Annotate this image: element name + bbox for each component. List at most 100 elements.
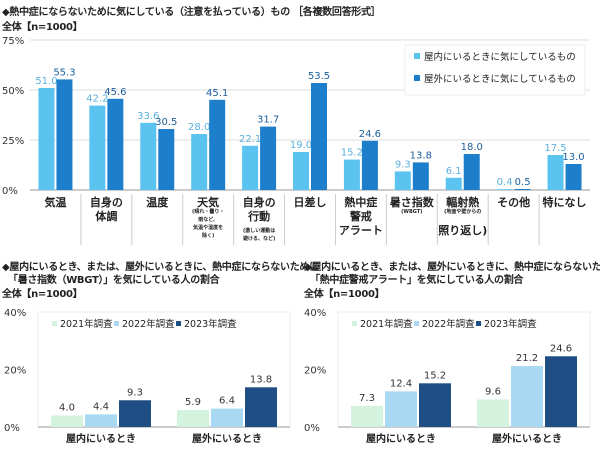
data-label: 55.3: [53, 67, 75, 78]
y-tick-label: 0%: [304, 423, 320, 434]
legend-box: [404, 44, 586, 96]
data-label: 6.1: [446, 166, 462, 177]
bar: [311, 83, 327, 190]
bar: [477, 399, 509, 427]
data-label: 21.2: [516, 353, 538, 364]
bar: [565, 164, 582, 190]
category-label: 雨など、: [198, 216, 218, 223]
bar: [51, 415, 83, 427]
legend-swatch: [414, 321, 419, 326]
legend-label: 2023年調査: [184, 318, 237, 330]
data-label: 45.1: [206, 88, 228, 99]
data-label: 9.3: [395, 159, 411, 170]
chart3-title: ◆屋内にいるとき、または、屋外にいるときに、熱中症にならないために: [304, 262, 600, 273]
bar: [119, 400, 151, 427]
bar: [547, 155, 564, 190]
category-label: 除く): [202, 232, 214, 239]
data-label: 19.0: [290, 140, 312, 151]
legend-label: 2023年調査: [484, 318, 537, 330]
data-label: 13.8: [250, 374, 272, 385]
category-label: 屋外にいるとき: [492, 432, 562, 445]
category-label: 行動: [247, 209, 270, 223]
data-label: 13.8: [410, 150, 432, 161]
data-label: 9.6: [485, 386, 501, 397]
bar: [351, 406, 383, 427]
category-label: 屋内にいるとき: [66, 432, 136, 445]
bar: [445, 177, 462, 190]
y-tick-label: 20%: [4, 366, 26, 377]
legend-label: 2022年調査: [422, 318, 475, 330]
bar: [394, 171, 411, 190]
bar: [260, 126, 277, 190]
category-label: 照り返し): [438, 223, 487, 237]
data-label: 0.4: [497, 177, 513, 188]
bar: [419, 383, 451, 427]
category-label: アラート: [339, 224, 383, 237]
bar: [140, 122, 157, 190]
bar: [38, 88, 55, 190]
bar: [343, 159, 360, 190]
y-tick-label: 40%: [304, 308, 326, 319]
category-label: (地面や壁からの: [444, 208, 481, 215]
data-label: 0.5: [515, 177, 531, 188]
category-label: 天気: [197, 195, 219, 209]
chart3-subtitle: 全体【n=1000】: [304, 289, 385, 300]
data-label: 51.0: [35, 76, 57, 87]
bar: [361, 140, 378, 190]
bar: [56, 79, 73, 190]
category-label: 温度: [146, 195, 169, 209]
bar: [211, 408, 243, 427]
bar: [514, 189, 531, 190]
bar: [89, 105, 106, 190]
category-label: 屋内にいるとき: [366, 432, 436, 445]
category-label: (激しい運動は: [243, 227, 275, 234]
legend-swatch: [352, 321, 357, 326]
category-label: 熱中症: [344, 195, 377, 209]
category-label: (晴れ・曇り・: [192, 208, 224, 215]
data-label: 4.4: [93, 401, 109, 412]
legend-swatch: [414, 53, 420, 59]
data-label: 24.6: [550, 343, 572, 354]
chart-subtitle: 全体【n=1000】: [2, 22, 83, 33]
bar: [177, 410, 209, 427]
category-label: 自身の: [243, 195, 276, 209]
category-label: 暑さ指数: [390, 195, 435, 209]
category-label: 自身の: [90, 195, 123, 209]
data-label: 45.6: [104, 87, 126, 98]
category-label: (WBGT): [401, 209, 422, 215]
data-label: 30.5: [155, 117, 177, 128]
data-label: 12.4: [390, 378, 412, 389]
data-label: 18.0: [461, 142, 483, 153]
legend-label: 2021年調査: [60, 318, 113, 330]
chart2-title: ◆屋内にいるとき、または、屋外にいるときに、熱中症にならないために: [2, 262, 319, 273]
bar: [158, 129, 175, 190]
chart3-title2: 「熱中症警戒アラート」を気にしている人の割合: [310, 275, 524, 286]
legend-label: 屋外にいるときに気にしているもの: [424, 73, 576, 85]
legend-label: 2021年調査: [360, 318, 413, 330]
data-label: 42.2: [86, 94, 108, 105]
data-label: 53.5: [308, 71, 330, 82]
category-label: 気温や湿度を: [193, 224, 223, 231]
bar: [412, 162, 429, 190]
chart-title: ◆熱中症にならないために気にしている（注意を払っている）もの ［各複数回答形式］: [2, 7, 381, 18]
y-tick-label: 0%: [4, 423, 20, 434]
legend-label: 2022年調査: [122, 318, 175, 330]
bar: [463, 154, 480, 190]
bar: [385, 391, 417, 427]
data-label: 6.4: [219, 396, 235, 407]
category-label: 警戒: [349, 209, 372, 223]
legend-swatch: [114, 321, 119, 326]
category-label: 屋外にいるとき: [192, 432, 262, 445]
legend-swatch: [414, 75, 420, 81]
data-label: 4.0: [59, 403, 75, 414]
legend-swatch: [476, 321, 481, 326]
data-label: 31.7: [257, 115, 279, 126]
bar: [242, 145, 259, 190]
y-tick-label: 40%: [4, 308, 26, 319]
category-label: 輻射熱: [446, 195, 479, 209]
category-label: 特になし: [543, 195, 587, 209]
bar: [496, 189, 513, 190]
data-label: 24.6: [359, 129, 381, 140]
data-label: 15.2: [424, 370, 446, 381]
